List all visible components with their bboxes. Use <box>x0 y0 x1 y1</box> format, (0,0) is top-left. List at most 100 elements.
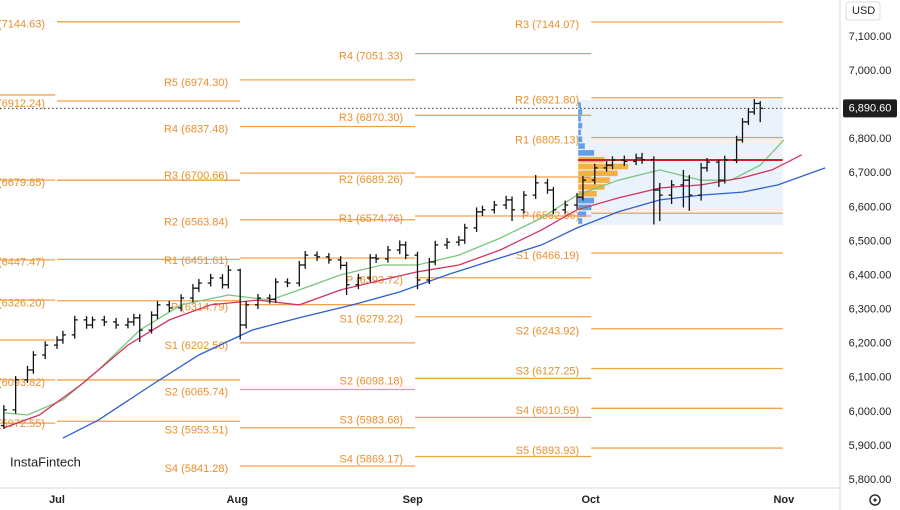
ohlc-bar <box>314 251 321 261</box>
ohlc-bar <box>650 156 657 225</box>
pivot-label: R1 (6574.76) <box>339 213 403 225</box>
ohlc-bar <box>136 314 143 343</box>
ohlc-bar <box>715 159 722 187</box>
axes: 7,100.007,000.006,900.006,800.006,700.00… <box>49 31 897 506</box>
watermark: InstaFintech <box>10 454 81 469</box>
ohlc-bar <box>491 200 498 214</box>
currency-box[interactable] <box>845 1 881 21</box>
ohlc-bar <box>89 316 96 329</box>
ohlc-bar <box>189 284 196 303</box>
x-tick-label: Oct <box>581 494 600 506</box>
y-tick-label: 5,900.00 <box>849 440 892 452</box>
ohlc-bar <box>195 278 202 292</box>
volume-profile-bar <box>578 184 605 190</box>
ohlc-bar <box>751 99 758 115</box>
y-tick-label: 6,400.00 <box>849 269 892 281</box>
pivot-label: R2 (6563.84) <box>164 217 228 229</box>
pivot-label: S2 (6098.18) <box>340 375 404 387</box>
volume-profile-bar <box>578 211 587 218</box>
ohlc-bar <box>325 253 332 264</box>
settings-ring[interactable] <box>869 494 881 506</box>
ohlc-bar <box>603 161 610 172</box>
pivot-label: R3 (6870.30) <box>339 112 403 124</box>
ohlc-bar <box>520 191 527 214</box>
ohlc-bar <box>59 330 66 344</box>
ohlc-bar <box>166 300 173 313</box>
ohlc-bar <box>686 175 693 211</box>
pivot-label: R1 (6451.61) <box>164 255 228 267</box>
y-tick-label: 6,500.00 <box>849 235 892 247</box>
ohlc-bar <box>698 163 705 201</box>
ohlc-bar <box>384 245 391 263</box>
ohlc-bar <box>373 254 380 263</box>
settings-icon[interactable] <box>869 494 881 506</box>
pivot-label: R1 (6805.13) <box>515 134 579 146</box>
volume-profile-bar <box>578 122 583 129</box>
ohlc-bar <box>503 195 510 210</box>
last-price-box <box>843 99 897 118</box>
ohlc-bar <box>237 268 244 340</box>
ohlc-bar <box>0 405 7 429</box>
ohlc-bar <box>343 261 350 296</box>
volume-profile-bar <box>578 116 581 122</box>
pivot-label: S4 (5869.17) <box>340 453 404 465</box>
ohlc-bar <box>83 316 90 329</box>
pivot-label: R2 (6689.26) <box>339 174 403 186</box>
ohlc-bar <box>12 376 19 414</box>
ohlc-bar <box>225 265 232 289</box>
ohlc-bar <box>479 205 486 216</box>
moving-average <box>3 139 785 416</box>
watermark-box <box>4 450 82 476</box>
ohlc-bar <box>42 341 49 360</box>
ohlc-bar <box>721 155 728 184</box>
volume-profile-bar <box>578 150 595 156</box>
ohlc-bar <box>124 317 131 329</box>
ohlc-bar <box>733 135 740 164</box>
settings-dot[interactable] <box>873 498 877 502</box>
ohlc-bar <box>254 293 261 309</box>
ohlc-bar <box>414 251 421 290</box>
pivot-label: P (6393.72) <box>346 275 403 287</box>
ohlc-bar <box>272 278 279 303</box>
ohlc-bar <box>473 207 480 232</box>
y-tick-label: 7,000.00 <box>849 65 892 77</box>
ohlc-bar <box>621 155 628 166</box>
y-tick-label: 6,600.00 <box>849 201 892 213</box>
ohlc-bar <box>130 313 137 326</box>
y-tick-label: 7,100.00 <box>849 31 892 43</box>
currency-label[interactable]: USD <box>852 5 875 17</box>
last-price-label: 6,890.60 <box>849 102 892 114</box>
pivot-label: (6326.20) <box>0 298 45 310</box>
ohlc-bar <box>337 256 344 270</box>
ohlc-bar <box>633 153 640 166</box>
ohlc-bar <box>461 223 468 244</box>
volume-profile-bar <box>578 109 583 115</box>
y-tick-label: 6,100.00 <box>849 372 892 384</box>
ohlc-bar <box>113 317 120 329</box>
x-tick-label: Aug <box>227 494 248 506</box>
pivot-label: S4 (6010.59) <box>516 405 580 417</box>
volume-profile-bar <box>578 190 597 197</box>
ohlc-bar <box>574 193 581 210</box>
pivot-label: R2 (6921.80) <box>515 95 579 107</box>
ohlc-bar <box>243 301 250 329</box>
ohlc-bar <box>207 273 214 287</box>
ohlc-bar <box>562 200 569 214</box>
pivot-label: (5972.55) <box>0 418 45 430</box>
pivot-label: (6093.82) <box>0 377 45 389</box>
pivot-label: (7144.63) <box>0 19 45 31</box>
pivot-label: S3 (5983.68) <box>340 414 404 426</box>
pivot-label: S1 (6466.19) <box>516 250 580 262</box>
ohlc-bar <box>455 236 462 246</box>
ohlc-bar <box>396 240 403 255</box>
ohlc-bar <box>668 180 675 205</box>
pivot-label: R5 (6974.30) <box>164 77 228 89</box>
ohlc-bar <box>296 260 303 287</box>
volume-profile-bar <box>578 136 583 143</box>
ohlc-bar <box>739 118 746 143</box>
ohlc-bar <box>24 365 31 383</box>
moving-average <box>62 167 826 439</box>
pivot-label: (6447.47) <box>0 256 45 268</box>
